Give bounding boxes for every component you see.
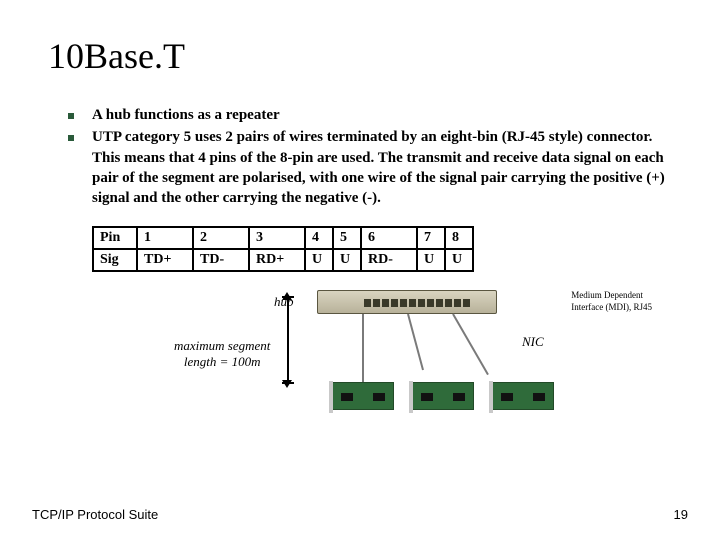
mdi-line2: Interface (MDI), RJ45 [571, 302, 652, 312]
bullet-icon [68, 135, 74, 141]
table-cell: U [417, 249, 445, 271]
footer-title: TCP/IP Protocol Suite [32, 507, 158, 522]
bullet-icon [68, 113, 74, 119]
mdi-label: Medium Dependent Interface (MDI), RJ45 [571, 290, 652, 313]
row-header: Pin [93, 227, 137, 249]
nic-label: NIC [522, 334, 544, 350]
nic-board-icon [332, 382, 394, 410]
table-cell: TD- [193, 249, 249, 271]
seg-line1: maximum segment [174, 338, 270, 353]
table-row: Sig TD+ TD- RD+ U U RD- U U [93, 249, 473, 271]
nic-board-icon [492, 382, 554, 410]
table-cell: 8 [445, 227, 473, 249]
row-header: Sig [93, 249, 137, 271]
table-cell: U [305, 249, 333, 271]
list-item: UTP category 5 uses 2 pairs of wires ter… [68, 127, 672, 208]
table-cell: TD+ [137, 249, 193, 271]
mdi-line1: Medium Dependent [571, 290, 643, 300]
table-cell: RD- [361, 249, 417, 271]
hub-ports-icon [364, 299, 470, 307]
bullet-list: A hub functions as a repeater UTP catego… [68, 105, 672, 208]
cable-icon [407, 314, 424, 371]
bullet-text: A hub functions as a repeater [92, 105, 280, 125]
seg-line2: length = 100m [184, 354, 261, 369]
segment-length-label: maximum segment length = 100m [174, 338, 270, 369]
table-cell: 1 [137, 227, 193, 249]
table-cell: 5 [333, 227, 361, 249]
pin-signal-table: Pin 1 2 3 4 5 6 7 8 Sig TD+ TD- RD+ U U … [92, 226, 474, 272]
list-item: A hub functions as a repeater [68, 105, 672, 125]
bullet-text: UTP category 5 uses 2 pairs of wires ter… [92, 127, 672, 208]
table-cell: U [445, 249, 473, 271]
table-cell: 4 [305, 227, 333, 249]
segment-arrow-icon [287, 296, 289, 384]
network-diagram: hub Medium Dependent Interface (MDI), RJ… [92, 290, 652, 440]
page-number: 19 [674, 507, 688, 522]
hub-device-icon [317, 290, 497, 314]
cable-icon [452, 314, 489, 376]
nic-board-icon [412, 382, 474, 410]
table-cell: 3 [249, 227, 305, 249]
arrow-down-icon [282, 380, 292, 388]
page-title: 10Base.T [48, 35, 672, 77]
table-cell: U [333, 249, 361, 271]
table-cell: 2 [193, 227, 249, 249]
table-cell: 7 [417, 227, 445, 249]
table-cell: 6 [361, 227, 417, 249]
cable-icon [362, 314, 364, 382]
table-row: Pin 1 2 3 4 5 6 7 8 [93, 227, 473, 249]
table-cell: RD+ [249, 249, 305, 271]
